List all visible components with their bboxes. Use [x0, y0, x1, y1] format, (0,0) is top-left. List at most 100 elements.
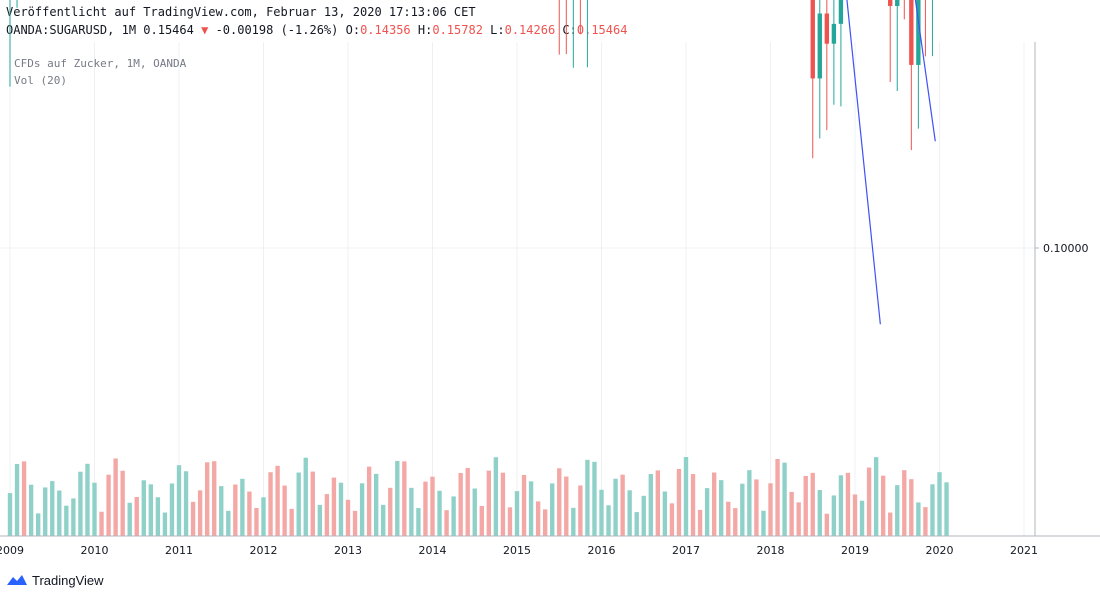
- volume-bar: [704, 488, 710, 536]
- volume-bar: [7, 493, 13, 536]
- volume-bar: [106, 474, 111, 536]
- x-tick-label: 2014: [419, 544, 447, 557]
- volume-bar: [676, 468, 682, 536]
- volume-bar: [148, 484, 154, 536]
- volume-bar: [423, 481, 428, 536]
- volume-bar: [141, 480, 146, 536]
- volume-bar: [226, 510, 231, 536]
- volume-bar: [796, 502, 801, 536]
- volume-bar: [930, 484, 935, 536]
- volume-bar: [528, 481, 534, 536]
- volume-bar: [71, 498, 76, 536]
- volume-bar: [514, 491, 520, 536]
- volume-bar: [324, 494, 330, 536]
- volume-bar: [662, 491, 668, 536]
- candle-body: [838, 0, 844, 24]
- volume-bar: [289, 508, 294, 536]
- volume-bar: [719, 480, 724, 536]
- candle-body: [824, 13, 830, 44]
- volume-bar: [824, 513, 830, 536]
- volume-bar: [190, 501, 196, 536]
- x-tick-label: 2010: [81, 544, 109, 557]
- volume-bar: [493, 457, 499, 536]
- volume-bar: [352, 510, 358, 536]
- volume-bar: [761, 510, 766, 536]
- volume-bar: [212, 461, 217, 536]
- volume-bar: [21, 461, 27, 536]
- volume-bar: [620, 474, 625, 536]
- volume-bar: [430, 476, 435, 536]
- volume-bar: [599, 489, 604, 536]
- volume-bar: [810, 472, 815, 536]
- x-tick-label: 2011: [165, 544, 193, 557]
- volume-bar: [359, 483, 365, 536]
- volume-bar: [606, 505, 611, 536]
- x-tick-label: 2017: [672, 544, 700, 557]
- candle-body: [916, 0, 921, 65]
- volume-bar: [550, 483, 555, 536]
- volume-bar: [578, 485, 583, 536]
- volume-bar: [535, 501, 541, 536]
- volume-bar: [120, 470, 125, 536]
- chart-grid: [0, 42, 1035, 536]
- volume-bar: [571, 507, 576, 536]
- volume-bar: [155, 497, 161, 536]
- volume-bar: [697, 509, 703, 536]
- volume-bar: [838, 475, 844, 536]
- candle-body: [888, 0, 893, 6]
- volume-bar: [388, 487, 393, 536]
- change-arrow-icon: ▼: [201, 23, 209, 37]
- volume-bar: [845, 472, 851, 536]
- tradingview-logo-icon: [7, 575, 27, 585]
- candle-body: [831, 23, 837, 44]
- volume-bar: [733, 508, 738, 536]
- volume-bar: [888, 512, 893, 536]
- axes: 0.10000 2009 2010 2011 2012 2013 2014 2015 2016 2…: [0, 42, 1100, 557]
- volume-bar: [789, 491, 794, 536]
- chart-header: Veröffentlicht auf TradingView.com, Febr…: [6, 4, 627, 38]
- volume-bar: [331, 477, 337, 536]
- volume-bar: [817, 490, 822, 536]
- volume-bars: [7, 457, 949, 536]
- volume-bar: [866, 467, 872, 536]
- volume-bar: [381, 504, 386, 536]
- brand-footer[interactable]: TradingView: [6, 572, 104, 588]
- x-tick-label: 2015: [503, 544, 531, 557]
- x-tick-label: 2018: [757, 544, 785, 557]
- low-value: 0.14266: [504, 23, 556, 37]
- candlesticks: [9, 0, 933, 159]
- volume-bar: [85, 463, 90, 536]
- volume-bar: [472, 488, 477, 536]
- volume-bar: [486, 470, 492, 536]
- volume-bar: [240, 478, 245, 536]
- volume-bar: [592, 461, 597, 536]
- volume-bar: [402, 461, 407, 536]
- volume-bar: [317, 504, 323, 536]
- volume-bar: [338, 482, 344, 536]
- volume-bar: [183, 471, 189, 536]
- volume-bar: [50, 481, 55, 536]
- volume-bar: [465, 467, 470, 536]
- volume-bar: [310, 471, 315, 536]
- volume-bar: [944, 482, 949, 536]
- volume-bar: [585, 459, 590, 536]
- price-chart[interactable]: 0.10000 2009 2010 2011 2012 2013 2014 2015 2016 2…: [0, 0, 1100, 570]
- volume-bar: [57, 490, 62, 536]
- legend-title: CFDs auf Zucker, 1M, OANDA: [14, 57, 187, 70]
- candle-body: [895, 0, 900, 6]
- volume-bar: [28, 484, 34, 536]
- volume-bar: [437, 490, 442, 536]
- volume-bar: [909, 479, 914, 536]
- volume-bar: [613, 478, 618, 536]
- volume-bar: [162, 512, 168, 536]
- volume-bar: [542, 509, 548, 536]
- candle-body: [817, 13, 822, 79]
- published-line: Veröffentlicht auf TradingView.com, Febr…: [6, 5, 476, 19]
- volume-bar: [852, 494, 858, 536]
- volume-bar: [92, 482, 97, 536]
- volume-bar: [880, 475, 886, 536]
- x-tick-label: 2009: [0, 544, 24, 557]
- volume-bar: [521, 474, 527, 536]
- volume-bar: [634, 512, 639, 536]
- volume-bar: [282, 485, 287, 536]
